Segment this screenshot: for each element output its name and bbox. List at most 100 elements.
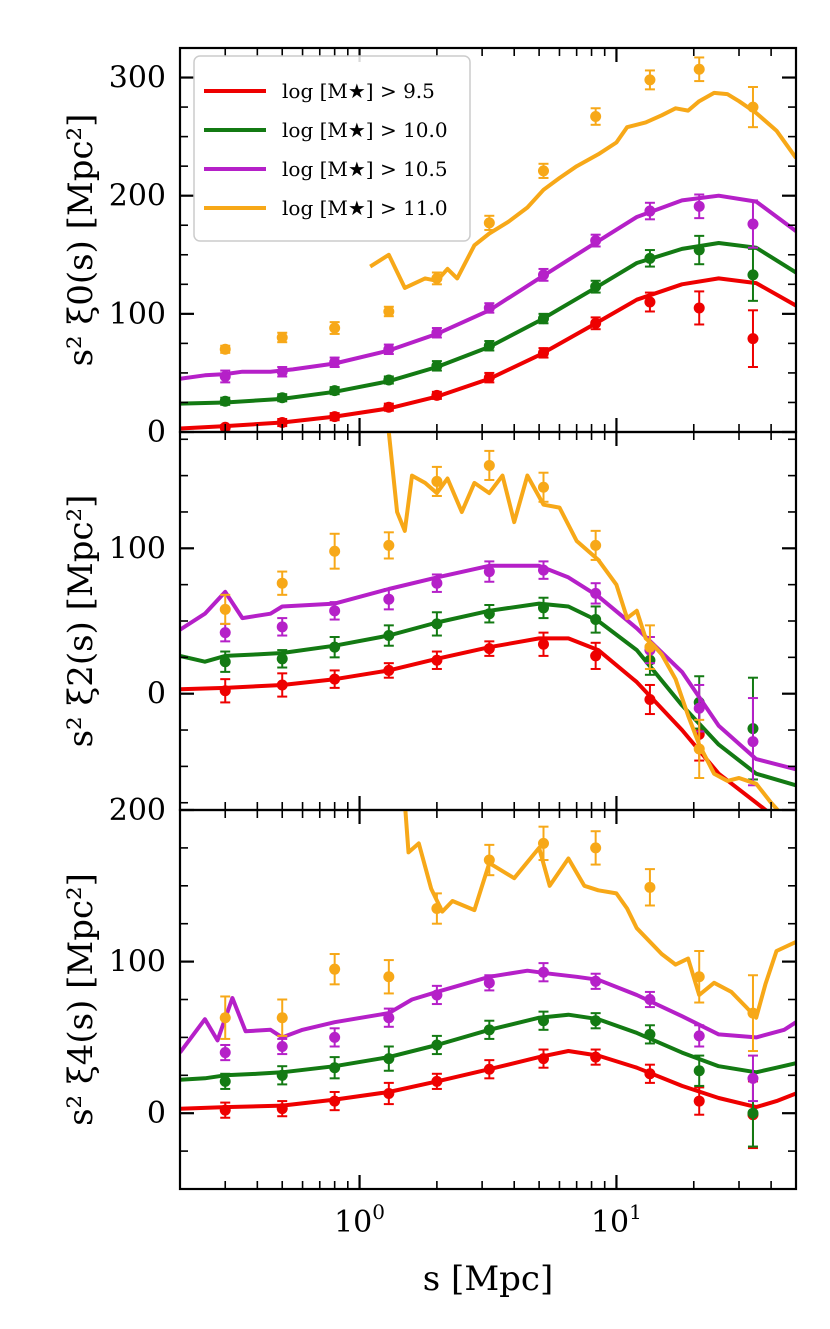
plot-area-monopole xyxy=(180,56,796,432)
data-point-hexadecapole-1-2 xyxy=(329,1056,341,1080)
data-marker xyxy=(383,374,395,386)
data-point-hexadecapole-3-2 xyxy=(329,953,341,986)
data-point-monopole-2-8 xyxy=(644,201,656,221)
data-marker xyxy=(329,673,341,685)
data-point-quadrupole-2-2 xyxy=(329,601,341,621)
series-line-hexadecapole-1 xyxy=(180,1012,796,1082)
legend-label-3: log [M★] > 11.0 xyxy=(282,196,448,220)
data-point-quadrupole-0-7 xyxy=(590,641,602,670)
data-marker xyxy=(747,333,759,345)
data-marker xyxy=(644,74,656,86)
data-marker xyxy=(537,602,549,614)
data-point-monopole-1-0 xyxy=(219,395,231,407)
data-marker xyxy=(329,963,341,975)
data-point-monopole-2-3 xyxy=(383,343,395,356)
data-point-hexadecapole-2-3 xyxy=(383,1007,395,1028)
data-marker xyxy=(644,641,656,653)
data-point-hexadecapole-0-8 xyxy=(644,1063,656,1084)
data-marker xyxy=(329,1062,341,1074)
data-marker xyxy=(483,302,495,314)
data-marker xyxy=(590,650,602,662)
data-marker xyxy=(431,1039,443,1051)
y-axis-label-quadrupole: s² ξ2(s) [Mpc²] xyxy=(61,495,101,748)
data-point-quadrupole-1-1 xyxy=(276,649,288,669)
data-point-quadrupole-2-1 xyxy=(276,617,288,637)
data-marker xyxy=(747,1107,759,1119)
data-point-quadrupole-3-1 xyxy=(276,570,288,596)
data-point-hexadecapole-3-1 xyxy=(276,998,288,1037)
data-marker xyxy=(590,614,602,626)
data-marker xyxy=(276,417,288,429)
data-point-monopole-2-5 xyxy=(483,302,495,314)
data-marker xyxy=(383,343,395,355)
data-marker xyxy=(219,685,231,697)
data-point-monopole-0-10 xyxy=(747,309,759,369)
data-marker xyxy=(483,566,495,578)
data-marker xyxy=(483,372,495,384)
data-marker xyxy=(483,608,495,620)
data-point-hexadecapole-1-1 xyxy=(276,1065,288,1086)
data-marker xyxy=(276,331,288,343)
data-marker xyxy=(219,1047,231,1059)
y-tick-label-hexadecapole-0: 0 xyxy=(147,1096,166,1131)
data-marker xyxy=(693,743,705,755)
data-marker xyxy=(483,340,495,352)
data-point-quadrupole-0-8 xyxy=(644,683,656,716)
data-marker xyxy=(383,1012,395,1024)
data-point-hexadecapole-0-1 xyxy=(276,1100,288,1118)
data-marker xyxy=(431,1075,443,1087)
series-line-quadrupole-2 xyxy=(180,563,796,772)
data-point-hexadecapole-1-7 xyxy=(590,1012,602,1030)
data-point-monopole-3-5 xyxy=(483,214,495,231)
data-marker xyxy=(329,322,341,334)
data-marker xyxy=(747,1072,759,1084)
data-marker xyxy=(383,539,395,551)
data-point-monopole-3-9 xyxy=(693,56,705,83)
data-marker xyxy=(590,281,602,293)
data-point-hexadecapole-0-4 xyxy=(431,1072,443,1090)
data-marker xyxy=(644,1028,656,1040)
data-marker xyxy=(537,638,549,650)
x-ticks-monopole xyxy=(179,48,797,432)
data-point-hexadecapole-3-5 xyxy=(483,843,495,877)
data-marker xyxy=(276,1012,288,1024)
data-point-monopole-0-3 xyxy=(383,401,395,413)
data-marker xyxy=(644,881,656,893)
data-point-quadrupole-3-9 xyxy=(693,718,705,780)
data-point-hexadecapole-3-6 xyxy=(537,825,549,862)
data-marker xyxy=(276,679,288,691)
data-point-hexadecapole-3-10 xyxy=(747,974,759,1053)
data-marker xyxy=(329,356,341,368)
data-point-monopole-1-7 xyxy=(590,279,602,294)
data-point-quadrupole-3-8 xyxy=(644,624,656,670)
data-point-hexadecapole-2-5 xyxy=(483,974,495,992)
data-marker xyxy=(329,385,341,397)
data-marker xyxy=(537,481,549,493)
data-point-quadrupole-0-1 xyxy=(276,672,288,698)
data-point-hexadecapole-0-0 xyxy=(219,1101,231,1119)
data-marker xyxy=(537,313,549,325)
data-marker xyxy=(383,1053,395,1065)
data-marker xyxy=(747,1007,759,1019)
data-point-quadrupole-1-0 xyxy=(219,650,231,673)
data-point-monopole-1-9 xyxy=(693,234,705,266)
data-marker xyxy=(693,63,705,75)
data-marker xyxy=(693,200,705,212)
data-marker xyxy=(219,656,231,668)
legend-label-1: log [M★] > 10.0 xyxy=(282,118,448,142)
data-point-hexadecapole-3-4 xyxy=(431,892,443,925)
data-marker xyxy=(431,272,443,284)
data-marker xyxy=(276,366,288,378)
data-marker xyxy=(590,587,602,599)
data-marker xyxy=(483,217,495,229)
data-marker xyxy=(383,971,395,983)
y-tick-label-monopole-3: 300 xyxy=(109,61,166,96)
data-marker xyxy=(431,389,443,401)
data-point-monopole-3-4 xyxy=(431,271,443,286)
x-tick-label-0: 100 xyxy=(334,1200,385,1240)
series-line-monopole-0 xyxy=(180,276,796,431)
data-marker xyxy=(483,1063,495,1075)
data-point-hexadecapole-2-1 xyxy=(276,1037,288,1056)
data-point-monopole-3-10 xyxy=(747,85,759,129)
data-marker xyxy=(747,218,759,230)
